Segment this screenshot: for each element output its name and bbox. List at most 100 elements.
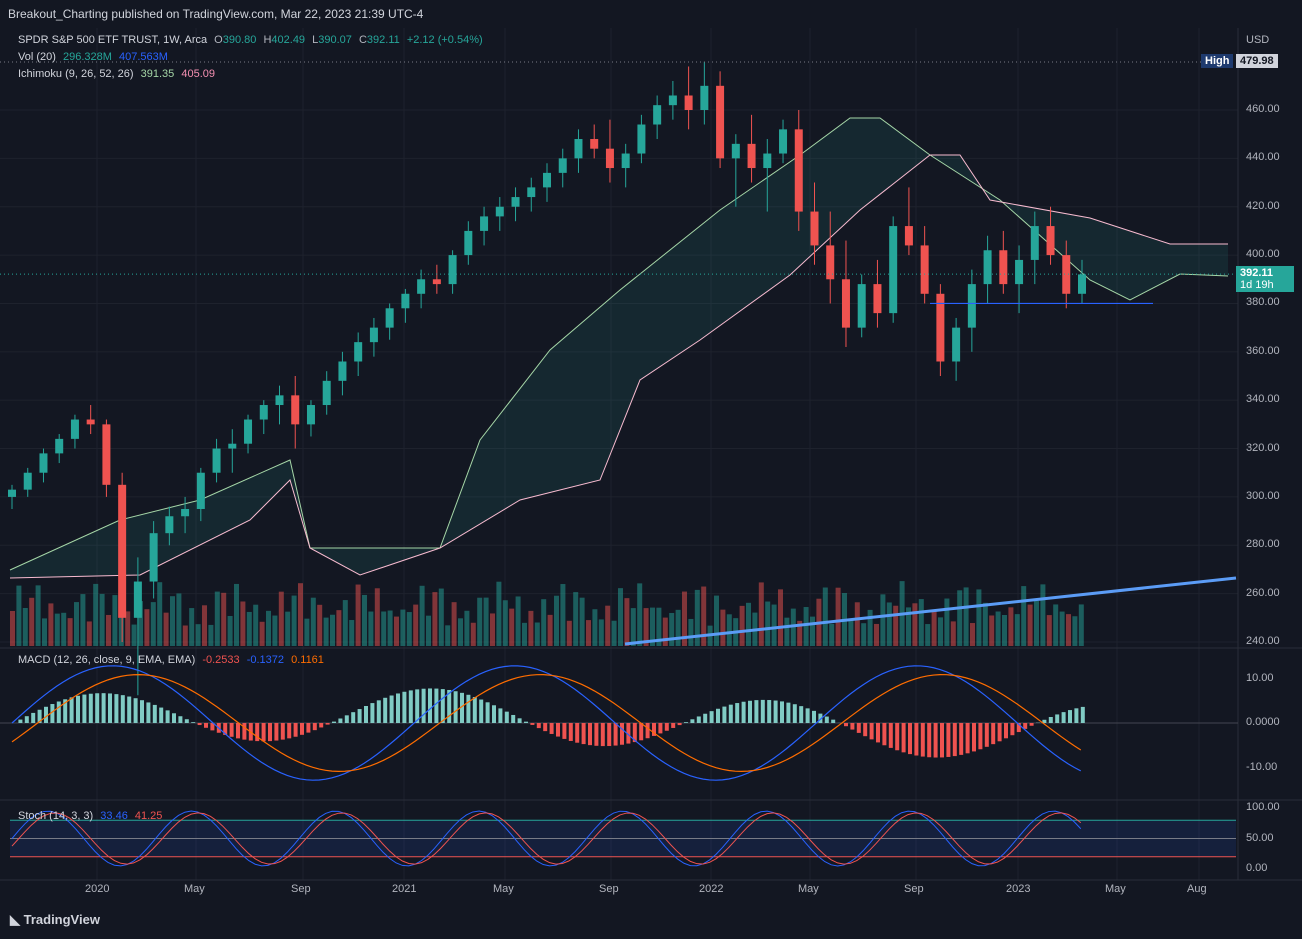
macd-hist-bar [888, 723, 893, 748]
volume-bar [176, 593, 182, 646]
macd-hist-bar [261, 723, 266, 742]
candle-body [86, 419, 95, 425]
macd-hist-bar [773, 700, 778, 723]
volume-bar [522, 622, 527, 646]
volume-bar [42, 618, 47, 646]
macd-hist-bar [255, 723, 260, 742]
macd-hist-bar [575, 723, 580, 743]
macd-hist-bar [684, 722, 688, 723]
volume-bar [381, 611, 387, 646]
candle-body [1078, 274, 1086, 294]
macd-hist-bar [319, 723, 324, 728]
volume-bar [490, 613, 495, 646]
volume-legend[interactable]: Vol (20) 296.328M 407.563M [18, 51, 172, 63]
volume-bar [829, 623, 835, 646]
macd-hist-bar [1029, 723, 1034, 726]
macd-line-value: -0.1372 [246, 654, 285, 666]
stoch-tick: 100.00 [1246, 801, 1280, 813]
macd-hist-bar [722, 706, 727, 723]
macd-hist-bar [280, 723, 285, 740]
volume-bar [650, 607, 655, 646]
candle-body [810, 211, 819, 246]
candle-body [417, 279, 426, 294]
volume-bar [336, 610, 342, 646]
high-tag-value: 479.98 [1236, 54, 1278, 68]
volume-bar [426, 615, 431, 646]
candle-body [118, 484, 127, 618]
volume-bar [694, 589, 700, 646]
volume-bar [310, 597, 316, 646]
tradingview-logo[interactable]: ◣ TradingView [10, 912, 100, 928]
price-tick: 280.00 [1246, 538, 1280, 551]
volume-bar [86, 621, 92, 646]
macd-hist-bar [504, 711, 509, 723]
macd-hist-bar [472, 697, 477, 723]
volume-bar [394, 616, 399, 646]
macd-hist-bar [492, 705, 496, 723]
macd-hist-bar [805, 708, 810, 723]
macd-hist-bar [645, 723, 650, 739]
candle-body [306, 405, 315, 425]
stoch-legend[interactable]: Stoch (14, 3, 3) 33.46 41.25 [18, 810, 166, 822]
candle-body [432, 279, 441, 285]
macd-hist-bar [88, 693, 93, 723]
volume-bar [1002, 614, 1007, 646]
macd-hist-bar [389, 695, 394, 723]
volume-bar [682, 591, 687, 646]
macd-hist-bar [447, 689, 452, 723]
volume-bar [48, 603, 54, 646]
volume-bar [182, 625, 188, 646]
candle-body [983, 250, 992, 285]
macd-hist-bar [191, 722, 196, 723]
volume-bar [406, 612, 412, 646]
macd-hist-bar [677, 723, 682, 726]
macd-hist-bar [312, 723, 317, 731]
candle-body [8, 489, 16, 497]
volume-bar [579, 597, 585, 646]
macd-hist-bar [485, 702, 490, 723]
macd-hist-bar [332, 721, 336, 723]
macd-hist-bar [562, 723, 567, 739]
ichimoku-legend[interactable]: Ichimoku (9, 26, 52, 26) 391.35 405.09 [18, 68, 219, 80]
volume-bar [349, 620, 355, 646]
volume-bar [1027, 604, 1033, 646]
candle-body [952, 327, 961, 362]
macd-hist-bar [690, 719, 695, 723]
macd-hist-bar [620, 723, 624, 745]
macd-hist-bar [236, 723, 240, 739]
macd-hist-bar [364, 706, 368, 723]
volume-bar [170, 596, 175, 646]
volume-bar [547, 614, 553, 646]
volume-bar [848, 620, 854, 646]
volume-bar [419, 585, 425, 646]
macd-hist-bar [293, 723, 298, 737]
symbol-name: SPDR S&P 500 ETF TRUST, 1W, Arca [18, 34, 208, 46]
volume-bar [1014, 614, 1020, 646]
candle-body [574, 139, 583, 159]
macd-hist-bar [965, 723, 970, 754]
macd-hist-bar [972, 723, 976, 752]
macd-hist-bar [856, 723, 861, 733]
macd-hist-bar [268, 723, 272, 742]
overlay-lines [0, 61, 1238, 646]
volume-bar [240, 601, 246, 646]
volume-bar [432, 592, 438, 646]
macd-hist-bar [357, 709, 362, 723]
candle-body [70, 419, 79, 439]
macd-hist-bar [920, 723, 925, 757]
volume-bar [355, 584, 361, 646]
macd-hist-bar [376, 700, 381, 723]
last-price-tag: 392.11 1d 19h [1236, 266, 1294, 292]
macd-hist-bar [626, 723, 631, 744]
candle-body [385, 308, 394, 328]
macd-hist-bar [594, 723, 599, 746]
volume-bar [963, 587, 969, 646]
macd-hist-bar [197, 723, 202, 726]
macd-legend[interactable]: MACD (12, 26, close, 9, EMA, EMA) -0.253… [18, 654, 328, 666]
volume-bar [656, 607, 662, 646]
volume-bar [502, 600, 508, 646]
symbol-legend[interactable]: SPDR S&P 500 ETF TRUST, 1W, Arca O390.80… [18, 34, 487, 46]
volume-bar [701, 586, 707, 646]
macd-hist-bar [159, 707, 164, 723]
